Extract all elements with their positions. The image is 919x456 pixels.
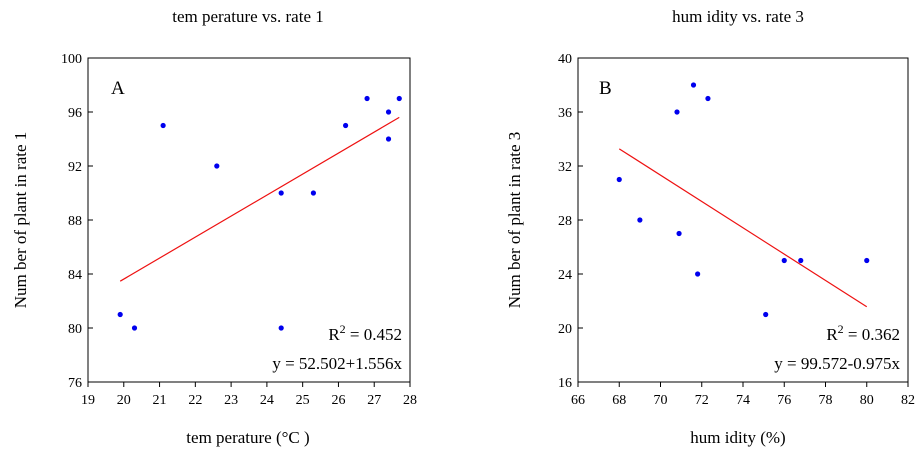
y-tick-label: 16 [558, 376, 572, 391]
chart-panel-a: tem perature vs. rate 1 76 80 84 88 92 96 100 19… [11, 7, 417, 447]
data-point [214, 163, 220, 169]
x-tick-label: 28 [403, 393, 417, 408]
y-tick-label: 88 [68, 214, 82, 229]
x-tick-label: 80 [860, 393, 874, 408]
chart-title: hum idity vs. rate 3 [672, 7, 804, 26]
panel-letter: B [599, 78, 612, 99]
data-point [676, 230, 682, 237]
x-tick-label: 27 [367, 393, 381, 408]
x-tick-label: 26 [331, 393, 345, 408]
x-tick-label: 66 [571, 393, 585, 408]
data-point [674, 109, 680, 115]
x-tick-label: 76 [777, 393, 791, 408]
x-tick-label: 22 [188, 393, 202, 408]
x-tick-label: 68 [612, 393, 626, 408]
r-squared-value: = 0.452 [346, 325, 402, 344]
y-tick-label: 100 [61, 52, 82, 67]
y-axis-label: Num ber of plant in rate 3 [505, 132, 524, 309]
data-point [385, 136, 392, 142]
x-tick-label: 23 [224, 393, 238, 408]
y-tick-label: 80 [68, 322, 82, 337]
y-tick-label: 24 [558, 268, 572, 283]
r-squared-label: R2 = 0.362 [826, 322, 900, 344]
r-squared-value: = 0.362 [844, 325, 900, 344]
data-point [278, 325, 284, 331]
r-squared-exponent: 2 [838, 322, 844, 336]
x-tick-label: 72 [695, 393, 709, 408]
panel-letter: A [111, 78, 125, 99]
r-squared-symbol: R [328, 325, 340, 344]
y-tick-label: 84 [68, 268, 82, 283]
data-point [396, 95, 402, 102]
data-point [616, 176, 622, 183]
x-tick-label: 21 [153, 393, 167, 408]
data-point [763, 311, 769, 318]
data-point [690, 82, 697, 88]
x-tick-label: 20 [117, 393, 131, 408]
x-tick-label: 78 [819, 393, 833, 408]
data-point [798, 257, 804, 264]
y-tick-label: 76 [68, 376, 82, 391]
regression-equation: y = 52.502+1.556x [272, 354, 402, 373]
data-point [343, 122, 349, 129]
y-tick-label: 92 [68, 160, 82, 175]
x-axis-label: tem perature (°C ) [186, 428, 309, 447]
regression-line [119, 116, 400, 282]
data-point [385, 109, 392, 115]
x-tick-label: 19 [81, 393, 95, 408]
data-point [781, 257, 787, 264]
x-tick-label: 24 [260, 393, 274, 408]
r-squared-symbol: R [826, 325, 838, 344]
data-point [705, 95, 711, 102]
data-point [364, 95, 370, 102]
y-tick-label: 20 [558, 322, 572, 337]
x-tick-label: 70 [654, 393, 668, 408]
data-point [278, 190, 284, 196]
y-axis-label: Num ber of plant in rate 1 [11, 132, 30, 309]
data-point [864, 257, 870, 264]
regression-line [618, 148, 868, 308]
y-tick-label: 40 [558, 52, 572, 67]
chart-panel-b: hum idity vs. rate 3 16 20 24 28 32 36 40 66 68 70… [505, 7, 915, 447]
r-squared-exponent: 2 [340, 322, 346, 336]
data-point [310, 190, 316, 196]
data-point [695, 271, 701, 277]
x-tick-label: 82 [901, 393, 915, 408]
y-tick-label: 32 [558, 160, 572, 175]
y-tick-label: 28 [558, 214, 572, 229]
x-tick-label: 25 [296, 393, 310, 408]
data-point [131, 325, 138, 331]
regression-equation: y = 99.572-0.975x [774, 354, 900, 373]
data-point [117, 311, 123, 318]
data-point [160, 122, 166, 129]
x-tick-label: 74 [736, 393, 750, 408]
x-axis-label: hum idity (%) [690, 428, 785, 447]
y-tick-label: 96 [68, 106, 82, 121]
chart-title: tem perature vs. rate 1 [172, 7, 324, 26]
data-point [637, 217, 643, 223]
y-tick-label: 36 [558, 106, 572, 121]
r-squared-label: R2 = 0.452 [328, 322, 402, 344]
